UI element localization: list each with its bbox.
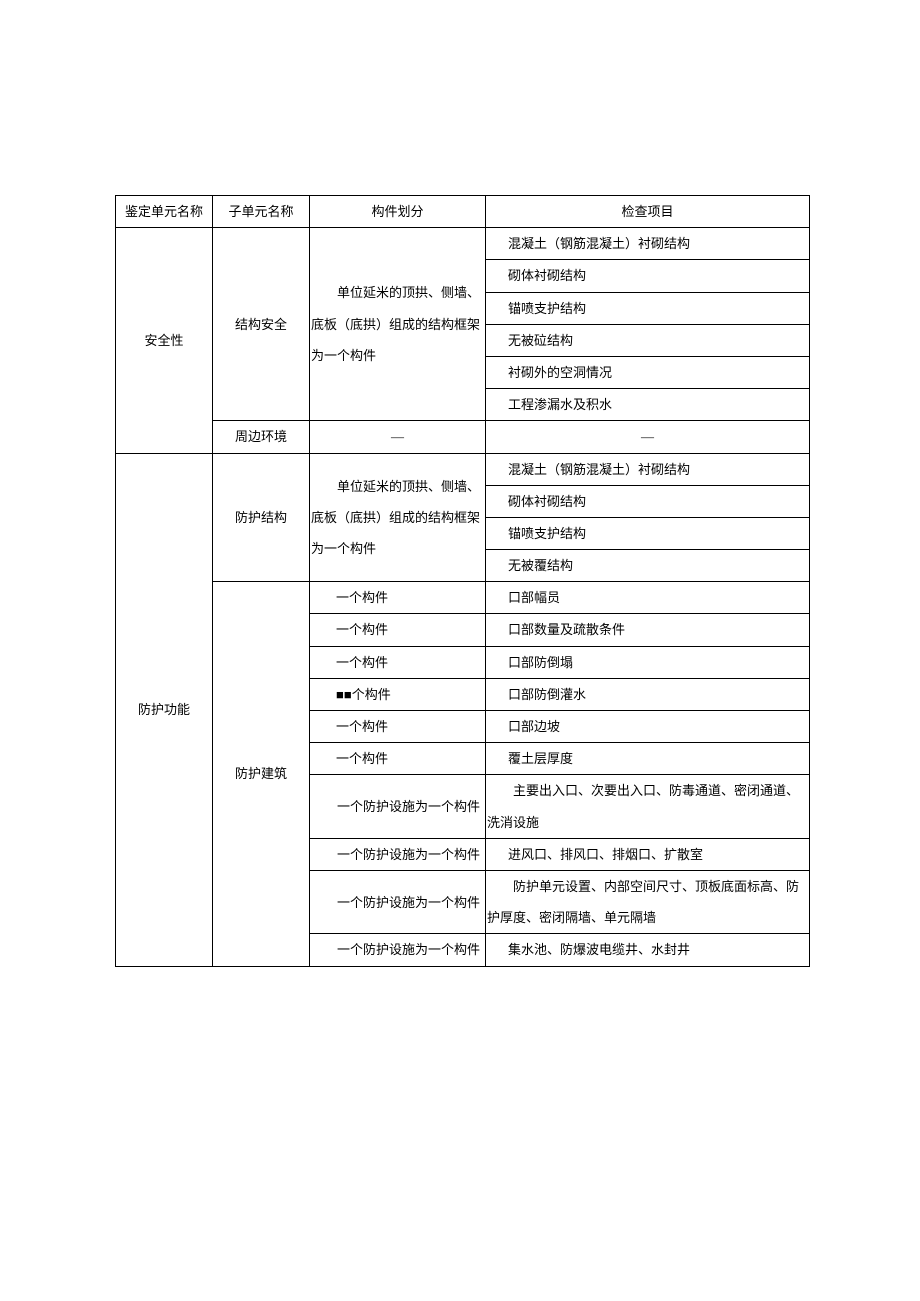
component-cell: 一个构件 [310, 711, 486, 743]
inspection-item: 衬砌外的空洞情况 [486, 356, 810, 388]
inspection-item: 进风口、排风口、排烟口、扩散室 [486, 838, 810, 870]
component-cell: ■■个构件 [310, 678, 486, 710]
subunit-protection-building: 防护建筑 [213, 582, 310, 966]
unit-protection: 防护功能 [116, 453, 213, 966]
table-row: 防护功能 防护结构 单位延米的顶拱、侧墙、底板（底拱）组成的结构框架为一个构件 … [116, 453, 810, 485]
unit-safety: 安全性 [116, 228, 213, 453]
inspection-item: 口部边坡 [486, 711, 810, 743]
subunit-structure-safety: 结构安全 [213, 228, 310, 421]
table-row: 安全性 结构安全 单位延米的顶拱、侧墙、底板（底拱）组成的结构框架为一个构件 混… [116, 228, 810, 260]
component-cell: 一个构件 [310, 743, 486, 775]
table-row: 周边环境 — — [116, 421, 810, 453]
header-inspection-item: 检查项目 [486, 196, 810, 228]
inspection-item: 口部防倒塌 [486, 646, 810, 678]
inspection-item: 口部防倒灌水 [486, 678, 810, 710]
inspection-item: 工程渗漏水及积水 [486, 389, 810, 421]
component-cell: 一个防护设施为一个构件 [310, 838, 486, 870]
inspection-item: 覆土层厚度 [486, 743, 810, 775]
component-cell: 一个防护设施为一个构件 [310, 934, 486, 966]
header-unit-name: 鉴定单元名称 [116, 196, 213, 228]
table-row: 防护建筑 一个构件 口部幅员 [116, 582, 810, 614]
table-header-row: 鉴定单元名称 子单元名称 构件划分 检查项目 [116, 196, 810, 228]
header-subunit-name: 子单元名称 [213, 196, 310, 228]
inspection-item: 混凝土（钢筋混凝土）衬砌结构 [486, 228, 810, 260]
inspection-item: 主要出入口、次要出入口、防毒通道、密闭通道、洗消设施 [486, 775, 810, 838]
component-desc-1: 单位延米的顶拱、侧墙、底板（底拱）组成的结构框架为一个构件 [310, 228, 486, 421]
inspection-item: 砌体衬砌结构 [486, 485, 810, 517]
component-desc-2: 单位延米的顶拱、侧墙、底板（底拱）组成的结构框架为一个构件 [310, 453, 486, 582]
inspection-item: 防护单元设置、内部空间尺寸、顶板底面标高、防护厚度、密闭隔墙、单元隔墙 [486, 870, 810, 933]
component-cell: 一个构件 [310, 614, 486, 646]
inspection-item: 口部数量及疏散条件 [486, 614, 810, 646]
inspection-item: 锚喷支护结构 [486, 517, 810, 549]
inspection-item: 锚喷支护结构 [486, 292, 810, 324]
component-cell: 一个防护设施为一个构件 [310, 870, 486, 933]
inspection-item: 砌体衬砌结构 [486, 260, 810, 292]
inspection-item: 集水池、防爆波电缆井、水封井 [486, 934, 810, 966]
dash-cell: — [486, 421, 810, 453]
subunit-protection-structure: 防护结构 [213, 453, 310, 582]
dash-cell: — [310, 421, 486, 453]
component-cell: 一个构件 [310, 646, 486, 678]
inspection-item: 无被覆结构 [486, 550, 810, 582]
component-cell: 一个构件 [310, 582, 486, 614]
subunit-environment: 周边环境 [213, 421, 310, 453]
inspection-item: 混凝土（钢筋混凝土）衬砌结构 [486, 453, 810, 485]
component-cell: 一个防护设施为一个构件 [310, 775, 486, 838]
inspection-table: 鉴定单元名称 子单元名称 构件划分 检查项目 安全性 结构安全 单位延米的顶拱、… [115, 195, 810, 967]
inspection-item: 口部幅员 [486, 582, 810, 614]
header-component: 构件划分 [310, 196, 486, 228]
inspection-item: 无被砬结构 [486, 324, 810, 356]
